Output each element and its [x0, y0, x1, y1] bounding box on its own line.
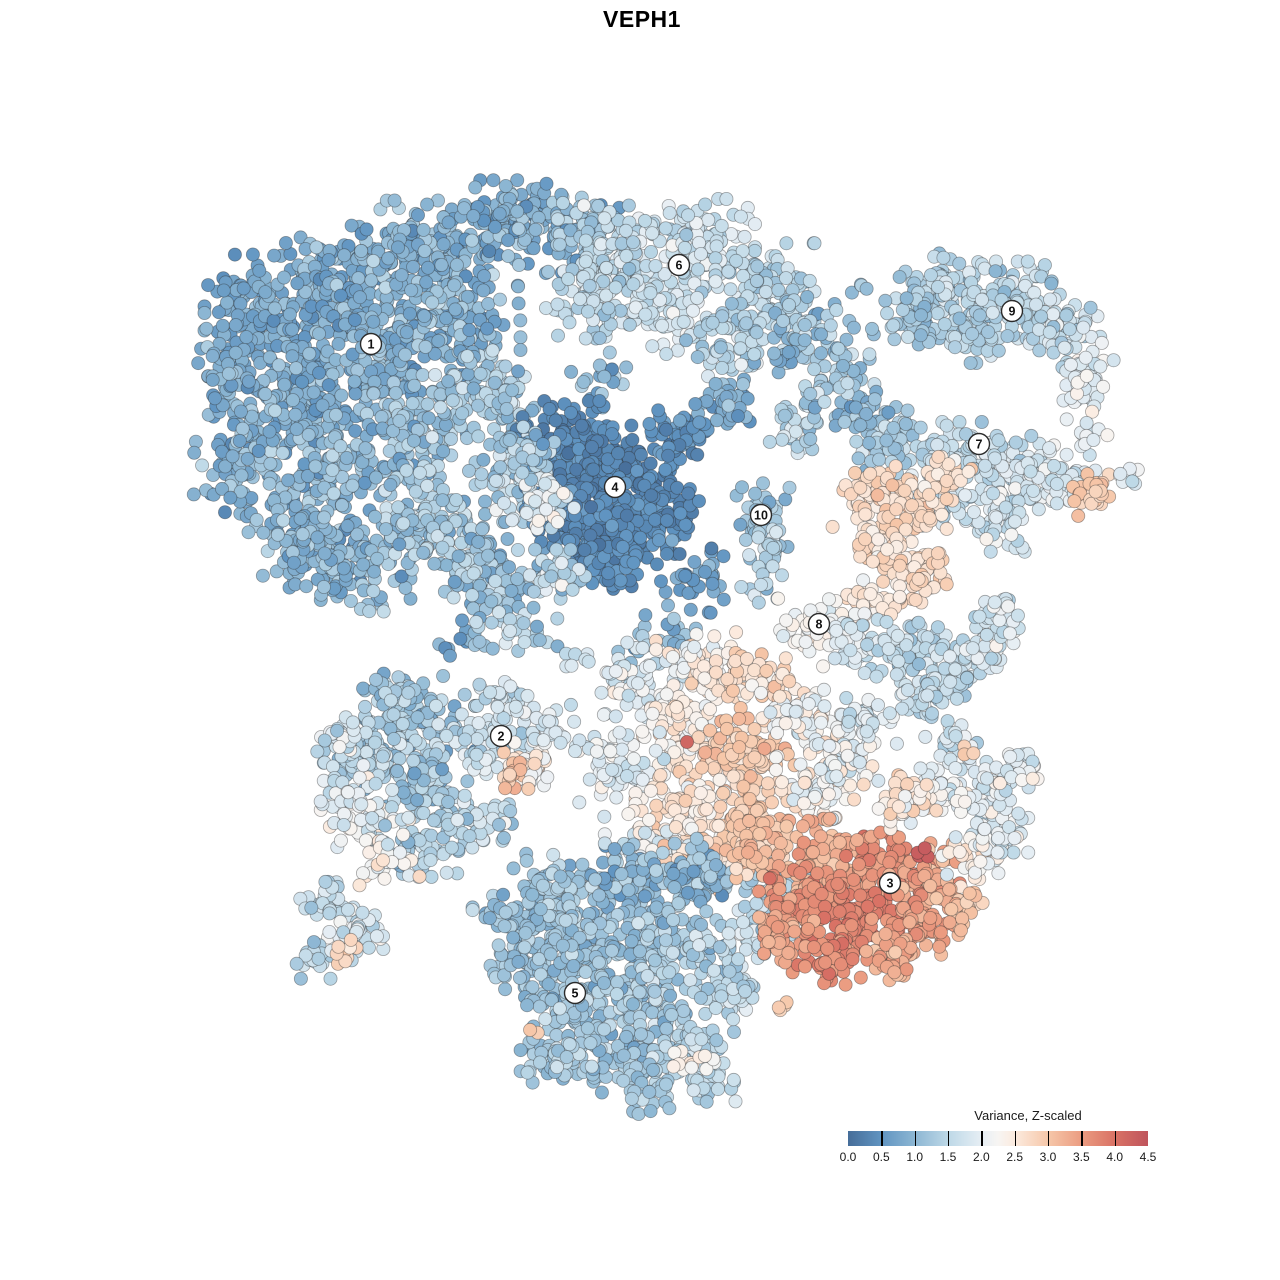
colorbar-tick	[914, 1131, 917, 1146]
colorbar-tick-label: 2.0	[972, 1150, 990, 1164]
cluster-label-5: 5	[563, 981, 587, 1005]
colorbar-tick-label: 1.0	[906, 1150, 924, 1164]
cluster-label-4: 4	[603, 475, 627, 499]
colorbar-tick-label: 0.5	[872, 1150, 890, 1164]
cluster-label-3: 3	[878, 871, 902, 895]
colorbar-tick-label: 2.5	[1006, 1150, 1024, 1164]
colorbar-tick	[1048, 1131, 1050, 1146]
cluster-label-10: 10	[749, 503, 773, 527]
colorbar-tick	[1081, 1131, 1083, 1146]
colorbar-tick-label: 3.0	[1039, 1150, 1057, 1164]
cluster-label-7: 7	[967, 432, 991, 456]
colorbar-title: Variance, Z-scaled	[974, 1108, 1082, 1123]
cluster-label-8: 8	[807, 612, 831, 636]
colorbar-tick-label: 4.0	[1106, 1150, 1124, 1164]
colorbar-tick-label: 4.5	[1139, 1150, 1157, 1164]
cluster-label-badges: 1 2 3 4 5 6 7 8 9 10	[359, 253, 1024, 1005]
colorbar-tick	[881, 1131, 883, 1146]
cluster-label-6: 6	[667, 253, 691, 277]
scatter-points-layer	[186, 173, 1145, 1122]
colorbar-legend: Variance, Z-scaled 0.0 0.5 1.0 1.5 2.0 2.5 3.0…	[840, 1108, 1157, 1172]
colorbar-tick-label: 0.0	[839, 1150, 857, 1164]
cluster-label-2: 2	[489, 724, 513, 748]
colorbar-tick	[948, 1131, 950, 1146]
colorbar-tick-label: 1.5	[939, 1150, 957, 1164]
colorbar-gradient	[848, 1131, 1148, 1146]
colorbar-tick	[1114, 1131, 1117, 1146]
plot-title: VEPH1	[603, 6, 681, 32]
colorbar-tick	[981, 1131, 983, 1146]
colorbar-tick-label: 3.5	[1072, 1150, 1090, 1164]
colorbar-tick	[1014, 1131, 1017, 1146]
cluster-label-1: 1	[359, 332, 383, 356]
cluster-label-9: 9	[1000, 299, 1024, 323]
